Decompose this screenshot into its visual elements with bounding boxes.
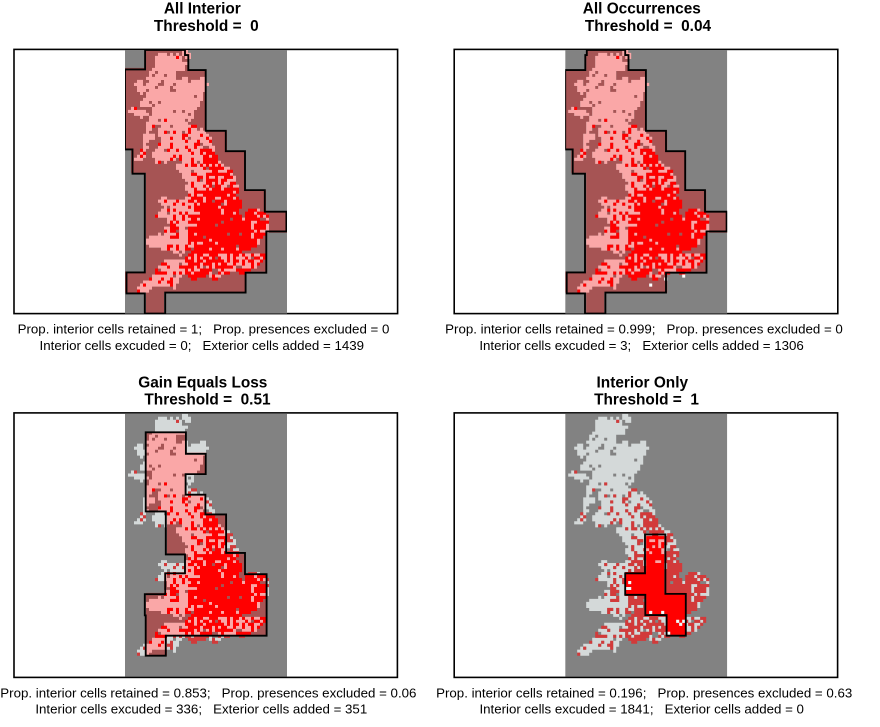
svg-text:Interior cells excuded = 1841;: Interior cells excuded = 1841; Exterior … [479, 702, 803, 717]
svg-text:Threshold = 0: Threshold = 0 [154, 18, 259, 35]
svg-text:Prop. interior cells retained: Prop. interior cells retained = 0.853; P… [0, 686, 416, 701]
svg-text:Interior Only: Interior Only [597, 374, 689, 391]
svg-text:Interior cells excuded = 3;: Interior cells excuded = 3; Exterior cel… [479, 338, 803, 353]
svg-text:Prop. interior cells retained: Prop. interior cells retained = 1; Prop.… [18, 321, 390, 336]
svg-text:Prop. interior cells retained: Prop. interior cells retained = 0.196; P… [436, 686, 852, 701]
svg-text:All Interior: All Interior [164, 1, 241, 18]
svg-text:Threshold = 0.51: Threshold = 0.51 [144, 392, 271, 409]
svg-text:Interior cells excuded = 0;: Interior cells excuded = 0; Exterior cel… [40, 338, 364, 353]
svg-text:Interior cells excuded = 336;: Interior cells excuded = 336; Exterior c… [35, 702, 367, 717]
svg-text:Prop. interior cells retained: Prop. interior cells retained = 0.999; P… [445, 321, 843, 336]
svg-text:Gain Equals Loss: Gain Equals Loss [138, 374, 267, 391]
svg-text:All Occurrences: All Occurrences [583, 1, 701, 18]
svg-text:Threshold = 1: Threshold = 1 [594, 392, 699, 409]
svg-text:Threshold = 0.04: Threshold = 0.04 [585, 18, 712, 35]
